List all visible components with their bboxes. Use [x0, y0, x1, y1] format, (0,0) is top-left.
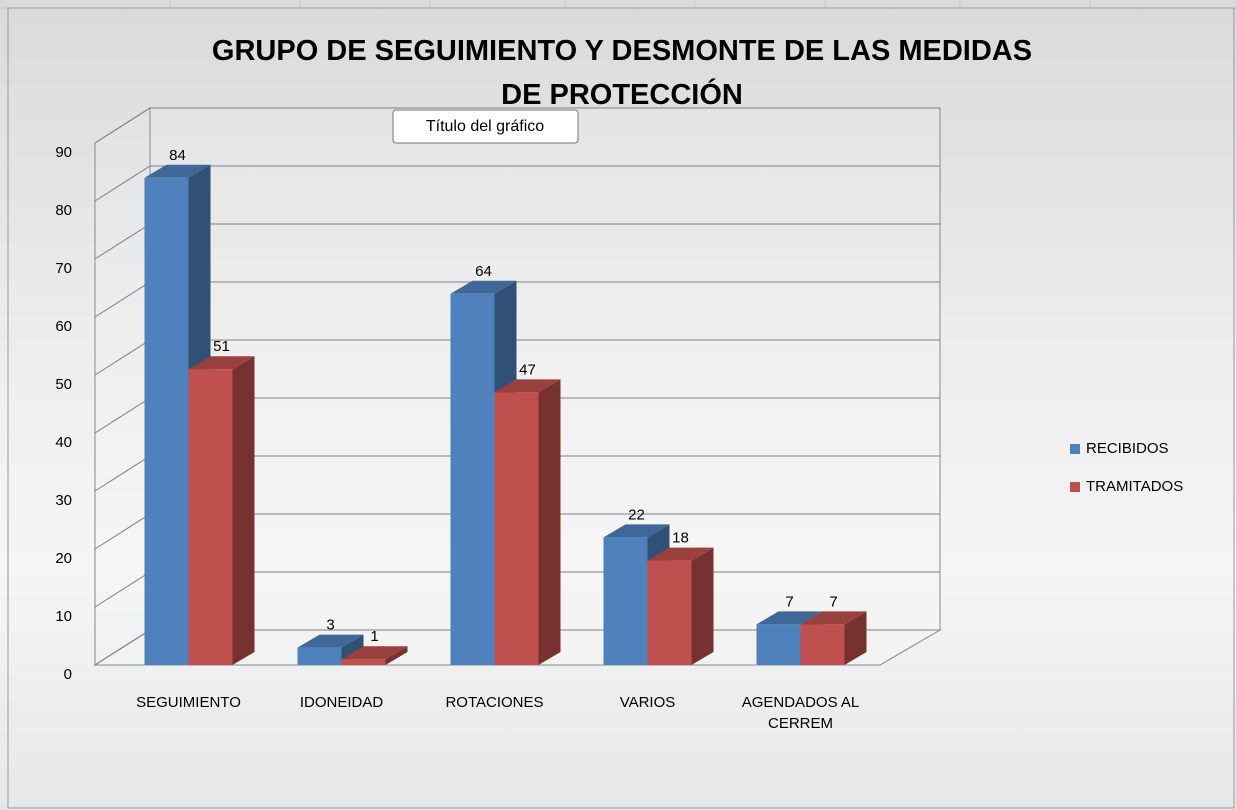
y-tick-label: 10: [55, 608, 72, 625]
data-label: 3: [326, 617, 334, 634]
y-tick-label: 0: [64, 666, 72, 683]
data-label: 84: [169, 147, 186, 164]
bar-front: [144, 177, 189, 666]
tooltip-box: [392, 109, 579, 144]
x-tick-label: SEGUIMIENTO: [136, 694, 241, 711]
bar: [494, 379, 561, 665]
y-tick-label: 80: [55, 202, 72, 219]
legend-swatch: [1070, 444, 1080, 454]
x-tick-label: ROTACIONES: [445, 694, 544, 711]
data-label: 7: [785, 593, 793, 610]
bar-front: [188, 369, 233, 665]
y-tick-label: 30: [55, 492, 72, 509]
bar-front: [800, 624, 845, 665]
bar-top: [647, 547, 714, 561]
bar-top: [450, 280, 517, 294]
x-tick-label: VARIOS: [619, 694, 676, 711]
bar-side: [844, 611, 867, 665]
data-label: 47: [519, 361, 536, 378]
data-label: 51: [213, 338, 230, 355]
bar: [800, 611, 867, 665]
legend-label: TRAMITADOS: [1086, 478, 1183, 495]
bar-front: [297, 647, 342, 665]
y-tick-label: 20: [55, 550, 72, 567]
y-tick-label: 90: [55, 144, 72, 161]
bar-front: [603, 537, 648, 665]
bar-front: [494, 392, 539, 665]
sheet-grid: [0, 0, 1236, 9]
grid-line: [94, 165, 940, 202]
data-label: 22: [628, 506, 645, 523]
bar-front: [450, 293, 495, 665]
bar-front: [647, 560, 692, 665]
data-label: 1: [370, 628, 378, 645]
bar-top: [800, 611, 867, 625]
legend-label: RECIBIDOS: [1086, 440, 1169, 457]
y-tick-label: 50: [55, 376, 72, 393]
bar-top: [188, 356, 255, 370]
bar-front: [756, 624, 801, 665]
chart-title: GRUPO DE SEGUIMIENTO Y DESMONTE DE LAS M…: [212, 35, 1032, 111]
x-tick-label: IDONEIDAD: [299, 694, 384, 711]
chart-border: [7, 7, 1235, 809]
bar: [188, 356, 255, 665]
grid-line: [94, 107, 940, 144]
y-tick-label: 60: [55, 318, 72, 335]
x-tick-label: AGENDADOS AL CERREM: [741, 694, 860, 732]
y-tick-label: 70: [55, 260, 72, 277]
bar-top: [297, 634, 364, 648]
bar-top: [603, 524, 670, 538]
bar: [341, 646, 408, 665]
bar-side: [385, 646, 408, 665]
y-tick-label: 40: [55, 434, 72, 451]
bar-top: [341, 646, 408, 660]
bar-top: [494, 379, 561, 393]
bar-side: [232, 356, 255, 665]
bar-top: [144, 164, 211, 178]
bar: [647, 547, 714, 665]
bar-side: [691, 547, 714, 665]
tooltip: Título del gráfico: [426, 118, 544, 135]
bar-front: [341, 659, 386, 665]
side-wall: [94, 107, 151, 666]
data-label: 7: [829, 593, 837, 610]
data-label: 18: [672, 530, 689, 547]
bar-side: [538, 379, 561, 665]
data-label: 64: [475, 263, 492, 280]
legend-swatch: [1070, 482, 1080, 492]
